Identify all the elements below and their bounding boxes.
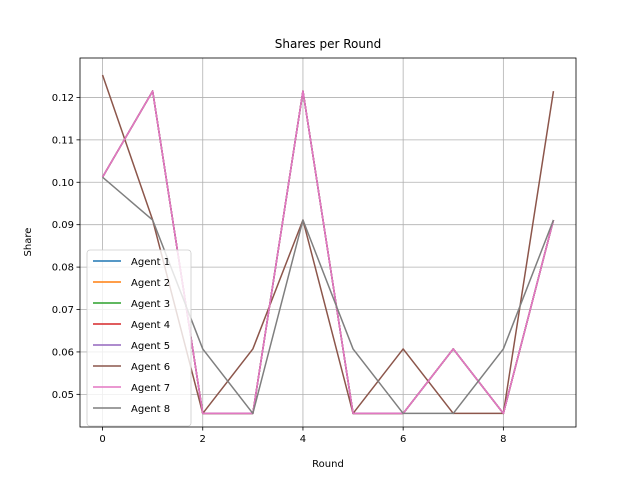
x-axis-label: Round xyxy=(312,459,344,470)
y-tick-label: 0.10 xyxy=(52,178,74,189)
y-axis-label: Share xyxy=(23,228,34,257)
x-tick-label: 2 xyxy=(200,434,206,445)
y-tick-label: 0.12 xyxy=(52,93,74,104)
y-tick-label: 0.08 xyxy=(52,263,74,274)
chart-title: Shares per Round xyxy=(275,37,381,51)
legend-box xyxy=(86,249,192,427)
y-tick-label: 0.07 xyxy=(52,305,74,316)
plot-frame xyxy=(79,57,577,428)
axis-ticks: 0 2 4 6 8 0.05 0.06 0.07 0.08 0.09 0.10 0.11 0.12 xyxy=(52,93,507,445)
x-tick-label: 8 xyxy=(500,434,506,445)
legend-label-agent-8: Agent 8 xyxy=(131,404,170,415)
legend-label-agent-5: Agent 5 xyxy=(131,341,170,352)
legend-label-agent-2: Agent 2 xyxy=(131,278,170,289)
y-tick-label: 0.09 xyxy=(52,220,74,231)
legend-label-agent-7: Agent 7 xyxy=(131,383,170,394)
y-tick-label: 0.06 xyxy=(52,347,74,358)
legend-label-agent-6: Agent 6 xyxy=(131,362,170,373)
x-tick-label: 6 xyxy=(400,434,406,445)
legend-label-agent-1: Agent 1 xyxy=(131,257,170,268)
legend-label-agent-4: Agent 4 xyxy=(131,320,170,331)
x-tick-label: 0 xyxy=(99,434,105,445)
legend-label-agent-3: Agent 3 xyxy=(131,299,170,310)
legend: Agent 1 Agent 2 Agent 3 Agent 4 Agent 5 Agent… xyxy=(86,249,192,427)
x-tick-label: 4 xyxy=(300,434,306,445)
y-tick-label: 0.11 xyxy=(52,135,74,146)
y-tick-label: 0.05 xyxy=(52,390,74,401)
